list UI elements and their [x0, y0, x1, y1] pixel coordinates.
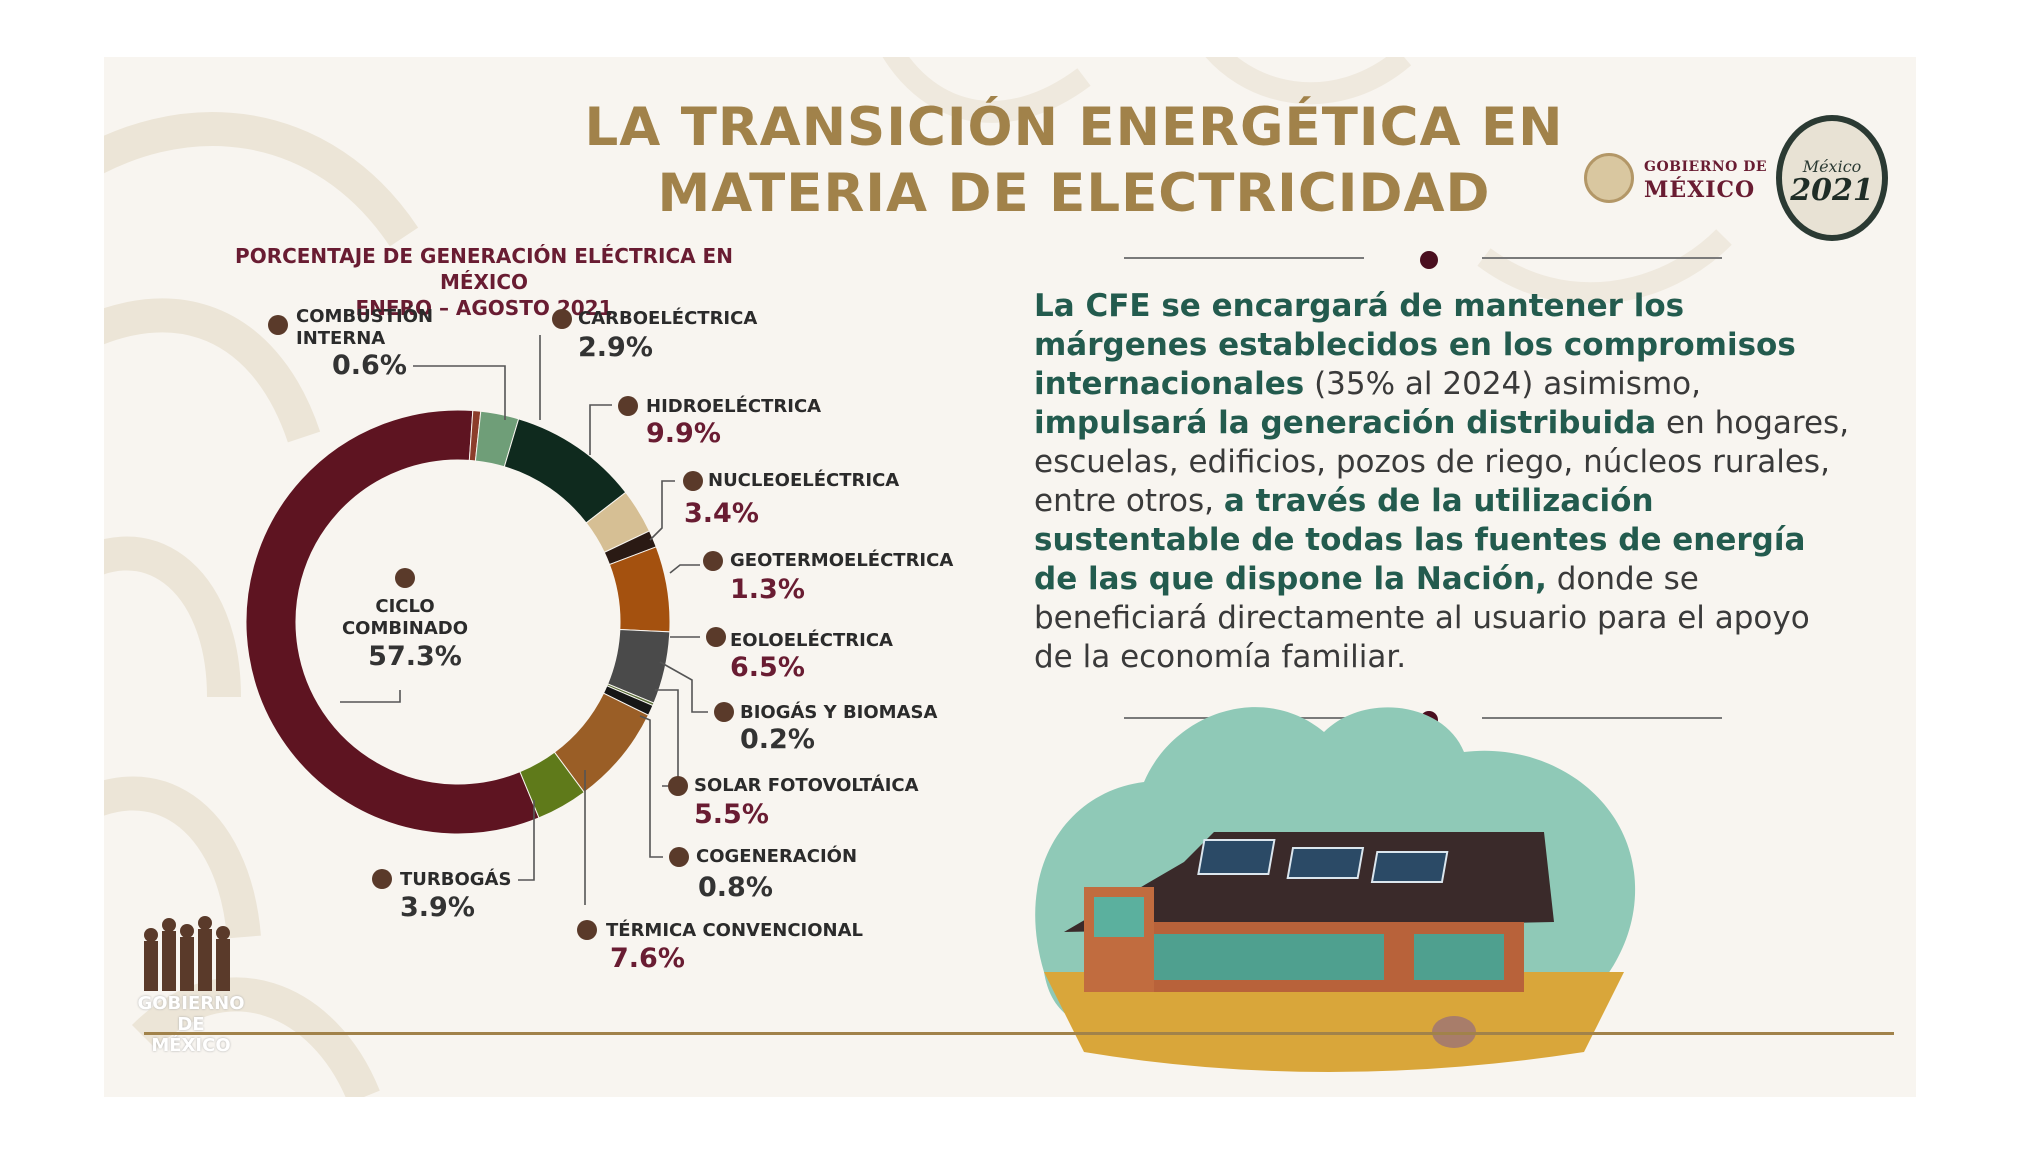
icon-termica-convencional — [577, 920, 597, 940]
value-ciclo-combinado: 57.3% — [368, 641, 462, 672]
slide: LA TRANSICIÓN ENERGÉTICA EN MATERIA DE E… — [104, 57, 1916, 1097]
gob-line-1: GOBIERNO DE — [1644, 159, 1768, 175]
gobierno-logo: GOBIERNO DE MÉXICO — [1584, 149, 1774, 219]
icon-ciclo-combinado — [395, 568, 415, 588]
para-text-4: en hogares, escuelas, edificios, pozos d… — [1034, 405, 1850, 519]
solar-panel-1 — [1197, 839, 1276, 875]
label-combustion-interna-line-2: INTERNA — [296, 328, 385, 349]
slide-title: LA TRANSICIÓN ENERGÉTICA EN MATERIA DE E… — [464, 95, 1684, 227]
divider-right-top — [1482, 257, 1722, 259]
label-combustion-interna-line-1: COMBUSTIÓN — [296, 305, 433, 327]
icon-solar-fotovoltaica — [668, 776, 688, 796]
icon-nucleoelectrica — [683, 471, 703, 491]
icon-turbogas — [372, 869, 392, 889]
icon-cogeneracion — [669, 847, 689, 867]
label-eoloelectrica: EOLOELÉCTRICA — [730, 629, 893, 651]
solar-house-illustration — [1035, 707, 1636, 1072]
cfe-paragraph: La CFE se encargará de mantener los márg… — [1034, 287, 1854, 677]
label-geotermoelectrica: GEOTERMOELÉCTRICA — [730, 549, 953, 571]
value-carboelectrica: 2.9% — [578, 332, 653, 363]
para-text-6: donde se beneficiará directamente al usu… — [1034, 561, 1810, 675]
leader-line-biogas-y-biomasa — [659, 661, 708, 713]
tower-window — [1094, 897, 1144, 937]
icon-hidroelectrica — [618, 396, 638, 416]
value-solar-fotovoltaica: 5.5% — [694, 799, 769, 830]
ground — [1044, 972, 1624, 1072]
windows — [1124, 934, 1384, 980]
value-termica-convencional: 7.6% — [610, 943, 685, 974]
leader-line-turbogas — [518, 800, 535, 881]
leader-line-ciclo-combinado — [340, 690, 401, 703]
para-bold-3: impulsará la generación distribuida — [1034, 405, 1657, 441]
solar-panel-2 — [1286, 847, 1365, 879]
icon-carboelectrica — [552, 309, 572, 329]
mexico-2021-badge: México 2021 — [1776, 115, 1888, 241]
value-biogas-y-biomasa: 0.2% — [740, 724, 815, 755]
label-cogeneracion: COGENERACIÓN — [696, 845, 857, 867]
label-ciclo-combinado-line-1: CICLO — [375, 596, 434, 617]
para-bold-5: a través de la utilización sustentable d… — [1034, 483, 1806, 597]
para-bold-1: La CFE se encargará de mantener los márg… — [1034, 288, 1796, 402]
leader-line-combustion-interna — [413, 365, 506, 420]
label-biogas-y-biomasa: BIOGÁS Y BIOMASA — [740, 701, 937, 723]
leader-line-geotermoelectrica — [669, 564, 700, 574]
icon-biogas-y-biomasa — [714, 702, 734, 722]
label-carboelectrica: CARBOELÉCTRICA — [578, 307, 757, 329]
value-turbogas: 3.9% — [400, 892, 475, 923]
leader-line-hidroelectrica — [589, 404, 612, 455]
label-hidroelectrica: HIDROELÉCTRICA — [646, 395, 821, 417]
value-eoloelectrica: 6.5% — [730, 652, 805, 683]
label-ciclo-combinado-line-2: COMBINADO — [342, 618, 468, 639]
label-solar-fotovoltaica: SOLAR FOTOVOLTÁICA — [694, 774, 919, 796]
leader-line-cogeneracion — [639, 715, 663, 858]
slice-ciclo-combinado — [245, 409, 540, 835]
label-termica-convencional: TÉRMICA CONVENCIONAL — [606, 919, 863, 941]
divider-left-top — [1124, 257, 1364, 259]
value-hidroelectrica: 9.9% — [646, 418, 721, 449]
solar-panel-3 — [1370, 851, 1449, 883]
title-line-1: LA TRANSICIÓN ENERGÉTICA EN — [584, 97, 1564, 158]
footer-rule — [144, 1032, 1894, 1035]
title-line-2: MATERIA DE ELECTRICIDAD — [657, 163, 1491, 224]
leader-line-nucleoelectrica — [649, 480, 675, 541]
value-cogeneracion: 0.8% — [698, 872, 773, 903]
gob-line-2: MÉXICO — [1644, 177, 1756, 203]
eagle-seal-icon — [1584, 153, 1634, 203]
divider-dot-top — [1420, 251, 1438, 269]
windows-right — [1414, 934, 1504, 980]
leader-line-solar-fotovoltaica — [655, 689, 679, 787]
value-combustion-interna: 0.6% — [332, 350, 407, 381]
chart-title: PORCENTAJE DE GENERACIÓN ELÉCTRICA EN MÉ… — [224, 243, 744, 321]
label-turbogas: TURBOGÁS — [400, 868, 511, 890]
badge-line-1: México — [1802, 157, 1862, 176]
heroes-icon — [144, 916, 230, 991]
chart-title-line-1: PORCENTAJE DE GENERACIÓN ELÉCTRICA EN MÉ… — [235, 244, 733, 294]
icon-geotermoelectrica — [703, 551, 723, 571]
label-nucleoelectrica: NUCLEOELÉCTRICA — [708, 469, 899, 491]
value-geotermoelectrica: 1.3% — [730, 574, 805, 605]
para-text-2: (35% al 2024) asimismo, — [1304, 366, 1701, 402]
icon-eoloelectrica — [706, 627, 726, 647]
footer-logo: GOBIERNO DE MÉXICO — [136, 901, 246, 1056]
badge-line-2: 2021 — [1790, 173, 1874, 208]
divider-right-bottom — [1482, 717, 1722, 719]
slice-turbogas — [519, 751, 585, 819]
value-nucleoelectrica: 3.4% — [684, 498, 759, 529]
icon-combustion-interna — [268, 315, 288, 335]
footer-logo-text: GOBIERNO DE MÉXICO — [137, 993, 245, 1056]
